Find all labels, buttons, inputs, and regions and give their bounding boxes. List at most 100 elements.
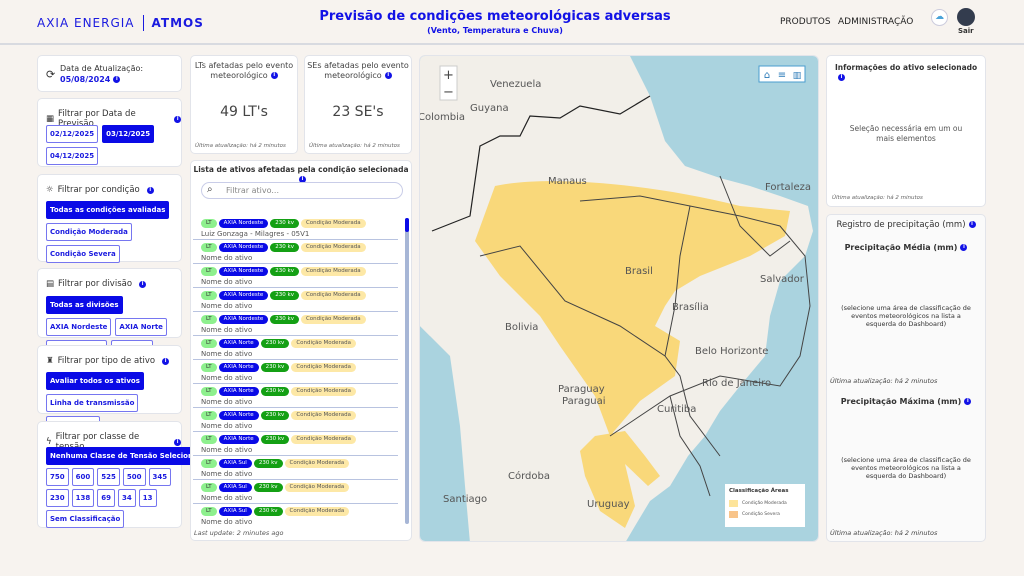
list-item[interactable]: LT AXIA Sul 230 kv Condição Moderada Nom… bbox=[193, 456, 398, 480]
map-icon[interactable]: ▥ bbox=[793, 71, 802, 81]
precip-max-updated: Última atualização: há 2 minutos bbox=[830, 529, 938, 537]
list-item[interactable]: LT AXIA Nordeste 230 kv Condição Moderad… bbox=[193, 240, 398, 264]
condition-badge: Condição Moderada bbox=[300, 219, 366, 228]
condition-badge: Condição Moderada bbox=[284, 483, 350, 492]
list-item[interactable]: LT AXIA Sul 230 kv Condição Moderada Nom… bbox=[193, 504, 398, 524]
zoom-controls bbox=[439, 65, 458, 101]
home-icon[interactable]: ⌂ bbox=[764, 70, 770, 81]
info-icon[interactable]: i bbox=[964, 398, 972, 405]
avatar-icon[interactable] bbox=[957, 8, 975, 26]
kpi-lt-value: 49 LT's bbox=[220, 104, 268, 120]
info-icon[interactable]: i bbox=[113, 76, 121, 83]
nav-produtos[interactable]: PRODUTOS bbox=[780, 17, 831, 27]
type-badge: LT bbox=[201, 435, 217, 444]
asset-info-message: Seleção necessária em um ou mais element… bbox=[849, 124, 963, 143]
voltage-13-button[interactable]: 13 bbox=[138, 489, 157, 507]
info-icon[interactable]: i bbox=[838, 73, 845, 81]
voltage-750-button[interactable]: 750 bbox=[46, 468, 69, 486]
asset-name: Nome do ativo bbox=[201, 374, 253, 382]
condition-filter-title: Filtrar por condição bbox=[57, 185, 140, 195]
date-option[interactable]: 02/12/2025 bbox=[46, 125, 99, 143]
map-canvas[interactable]: Venezuela Guyana Colombia Manaus Fortaleza Br… bbox=[420, 56, 819, 542]
page-title: Previsão de condições meteorológicas adv… bbox=[319, 9, 671, 24]
list-item[interactable]: LT AXIA Nordeste 230 kv Condição Moderad… bbox=[193, 288, 398, 312]
list-item[interactable]: LT AXIA Norte 230 kv Condição Moderada N… bbox=[193, 408, 398, 432]
cloud-icon[interactable]: ☁ bbox=[931, 9, 948, 26]
type-badge: LT bbox=[201, 483, 217, 492]
list-item[interactable]: LT AXIA Sul 230 kv Condição Moderada Nom… bbox=[193, 480, 398, 504]
division-badge: AXIA Norte bbox=[218, 435, 259, 444]
list-icon[interactable]: ≡ bbox=[778, 70, 786, 81]
info-icon[interactable]: i bbox=[968, 221, 976, 228]
voltage-badge: 230 kv bbox=[260, 435, 290, 444]
condition-moderate-button[interactable]: Condição Moderada bbox=[46, 223, 132, 241]
logout-button[interactable]: Sair bbox=[958, 27, 974, 35]
asset-all-button[interactable]: Avaliar todos os ativos bbox=[46, 372, 144, 390]
moderate-area bbox=[475, 181, 790, 436]
list-item[interactable]: LT AXIA Nordeste 230 kv Condição Moderad… bbox=[193, 216, 398, 240]
division-badge: AXIA Nordeste bbox=[218, 243, 269, 252]
asset-line-button[interactable]: Linha de transmissão bbox=[46, 394, 139, 412]
map-label: Rio de Janeiro bbox=[702, 378, 771, 389]
zoom-out-button[interactable]: − bbox=[443, 85, 454, 100]
division-nordeste-button[interactable]: AXIA Nordeste bbox=[46, 318, 112, 336]
product-name: ATMOS bbox=[151, 16, 204, 30]
voltage-unclassified-button[interactable]: Sem Classificação bbox=[46, 510, 125, 528]
asset-search-input[interactable]: Filtrar ativo... bbox=[201, 182, 403, 199]
info-icon[interactable]: i bbox=[384, 72, 392, 79]
map[interactable]: Venezuela Guyana Colombia Manaus Fortaleza Br… bbox=[419, 55, 819, 542]
voltage-525-button[interactable]: 525 bbox=[97, 468, 120, 486]
info-icon[interactable]: i bbox=[139, 280, 147, 288]
date-option-selected[interactable]: 03/12/2025 bbox=[102, 125, 155, 143]
info-icon[interactable]: i bbox=[162, 357, 170, 365]
list-item[interactable]: LT AXIA Nordeste 230 kv Condição Moderad… bbox=[193, 312, 398, 336]
voltage-345-button[interactable]: 345 bbox=[148, 468, 172, 486]
type-badge: LT bbox=[201, 243, 217, 252]
kpi-se-value: 23 SE's bbox=[332, 104, 384, 120]
voltage-badge: 230 kv bbox=[270, 315, 299, 324]
refresh-icon[interactable]: ⟳ bbox=[46, 68, 56, 81]
voltage-badge: 230 kv bbox=[253, 483, 283, 492]
map-legend: Classificação Áreas Condição Moderada Co… bbox=[725, 484, 805, 527]
voltage-230-button[interactable]: 230 bbox=[46, 489, 69, 507]
info-icon[interactable]: i bbox=[174, 438, 181, 446]
division-all-button[interactable]: Todas as divisões bbox=[46, 296, 123, 314]
division-badge: AXIA Nordeste bbox=[218, 267, 269, 276]
info-icon[interactable]: i bbox=[174, 115, 181, 123]
zoom-in-button[interactable]: + bbox=[443, 68, 454, 83]
info-icon[interactable]: i bbox=[960, 244, 968, 251]
nav-administracao[interactable]: ADMINISTRAÇÃO bbox=[838, 17, 914, 27]
voltage-69-button[interactable]: 69 bbox=[97, 489, 115, 507]
date-option[interactable]: 04/12/2025 bbox=[46, 147, 99, 165]
voltage-badge: 230 kv bbox=[270, 243, 299, 252]
voltage-34-button[interactable]: 34 bbox=[118, 489, 136, 507]
logo[interactable]: AXIA ENERGIA ATMOS bbox=[37, 15, 204, 31]
info-icon[interactable]: i bbox=[146, 186, 154, 194]
map-label: Córdoba bbox=[508, 470, 550, 482]
type-badge: LT bbox=[201, 339, 217, 348]
map-label: Uruguay bbox=[587, 499, 630, 510]
list-item[interactable]: LT AXIA Norte 230 kv Condição Moderada N… bbox=[193, 432, 398, 456]
voltage-none-button[interactable]: Nenhuma Classe de Tensão Selecionada bbox=[46, 447, 212, 465]
list-item[interactable]: LT AXIA Norte 230 kv Condição Moderada N… bbox=[193, 360, 398, 384]
info-icon[interactable]: i bbox=[270, 72, 278, 79]
division-badge: AXIA Sul bbox=[218, 507, 252, 516]
voltage-600-button[interactable]: 600 bbox=[71, 468, 95, 486]
info-icon[interactable]: i bbox=[299, 175, 306, 183]
list-item[interactable]: LT AXIA Nordeste 230 kv Condição Moderad… bbox=[193, 264, 398, 288]
type-badge: LT bbox=[201, 411, 217, 420]
voltage-500-button[interactable]: 500 bbox=[122, 468, 146, 486]
division-filter-card: ▤ Filtrar por divisão i Todas as divisões … bbox=[37, 268, 182, 358]
list-item[interactable]: LT AXIA Norte 230 kv Condição Moderada N… bbox=[193, 336, 398, 360]
condition-severe-button[interactable]: Condição Severa bbox=[46, 245, 120, 263]
condition-all-button[interactable]: Todas as condições avaliadas bbox=[46, 201, 170, 219]
scrollbar[interactable] bbox=[405, 218, 409, 524]
map-label: Venezuela bbox=[490, 79, 541, 90]
list-item[interactable]: LT AXIA Norte 230 kv Condição Moderada N… bbox=[193, 384, 398, 408]
asset-name: Nome do ativo bbox=[201, 254, 253, 262]
division-norte-button[interactable]: AXIA Norte bbox=[115, 318, 167, 336]
voltage-138-button[interactable]: 138 bbox=[71, 489, 95, 507]
type-badge: LT bbox=[201, 267, 217, 276]
scrollbar-thumb[interactable] bbox=[405, 218, 409, 232]
asset-name: Nome do ativo bbox=[201, 494, 253, 502]
